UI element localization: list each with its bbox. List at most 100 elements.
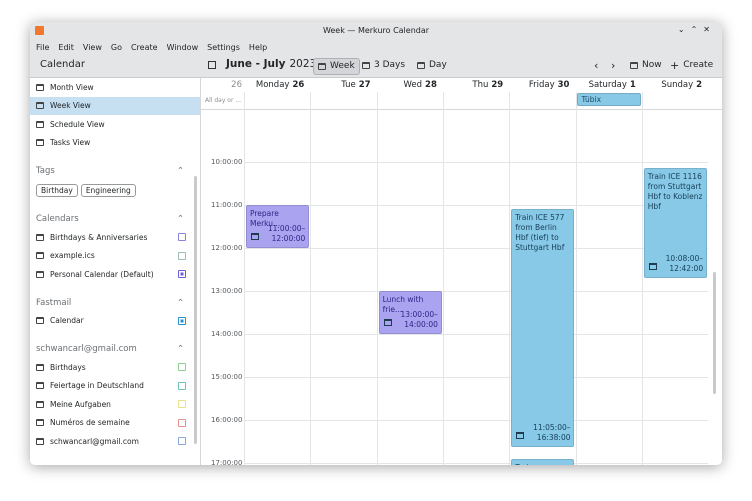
day-date: 30 <box>557 80 570 90</box>
menu-item[interactable]: Create <box>130 42 158 52</box>
view-item[interactable]: Week View <box>30 96 200 115</box>
day-name: Tue <box>341 80 356 90</box>
icon <box>36 419 44 427</box>
checkbox[interactable] <box>178 418 186 427</box>
day-divider <box>244 92 245 465</box>
next[interactable]: › <box>611 59 616 72</box>
view-item[interactable]: Schedule View <box>30 115 200 134</box>
view-button[interactable]: 3 Days <box>358 58 409 73</box>
icon <box>318 63 326 70</box>
event-icon <box>251 233 259 240</box>
calendar-item[interactable]: Numéros de semaine <box>30 414 200 433</box>
toggle-sidebar[interactable] <box>208 61 216 69</box>
menu-item[interactable]: View <box>82 42 102 52</box>
checkbox[interactable] <box>178 270 186 279</box>
view-item[interactable]: Month View <box>30 78 200 97</box>
checkbox[interactable] <box>178 233 186 242</box>
calendar-item[interactable]: Birthdays <box>30 358 200 377</box>
view-button[interactable]: Day <box>413 58 451 73</box>
previous[interactable]: ‹ <box>594 59 599 72</box>
hour-line <box>244 248 709 249</box>
title: schwancarl@gmail.com <box>36 344 137 354</box>
day-header: Wed 28 <box>377 80 437 90</box>
section-header[interactable]: schwancarl@gmail.com ⌃ <box>30 340 200 358</box>
hour-label: 16:00:00 <box>211 416 243 424</box>
view-item[interactable]: Tasks View <box>30 134 200 153</box>
all-day-label: All day or ... <box>205 97 242 104</box>
hour-line <box>244 420 709 421</box>
create-button[interactable]: + Create <box>666 58 717 73</box>
hour-label: 14:00:00 <box>211 330 243 338</box>
section-header[interactable]: Calendars ⌃ <box>30 210 200 228</box>
icon <box>36 382 44 390</box>
label: Numéros de semaine <box>50 418 130 428</box>
day-header: Tue 27 <box>310 80 370 90</box>
event-icon <box>383 319 392 326</box>
day-name: Saturday <box>588 80 627 90</box>
section-header[interactable]: Tags ⌃ <box>30 162 200 180</box>
label: Feiertage in Deutschland <box>50 381 144 391</box>
view-button[interactable]: Week <box>313 58 360 75</box>
label: Meine Aufgaben <box>50 399 111 409</box>
day-divider <box>575 92 577 465</box>
tag[interactable]: Engineering <box>80 183 136 197</box>
event[interactable]: Train ICE 577 from Berlin Hbf (tief) to … <box>511 208 575 448</box>
toolbar: Calendar June - July 2023 Week 3 Days Day ‹ › No… <box>30 55 722 78</box>
menu-bar: File Edit View Go Create Window Settings Help <box>30 39 722 55</box>
checkbox[interactable] <box>178 363 186 372</box>
section-header[interactable]: Fastmail ⌃ <box>30 294 200 312</box>
now-button[interactable]: Now <box>626 58 666 73</box>
event-icon <box>516 432 525 440</box>
checkbox[interactable] <box>178 381 186 390</box>
day-date: 1 <box>629 80 636 90</box>
menu-item[interactable]: Help <box>248 42 268 52</box>
tag[interactable]: Birthday <box>36 183 78 197</box>
checkbox[interactable] <box>178 400 186 409</box>
all-day-event[interactable]: Tübix <box>576 93 641 106</box>
event-end: 14:00:00 <box>404 320 438 329</box>
day-name: Wed <box>403 80 423 90</box>
event[interactable]: Train ICE 1116 from Stuttgart Hbf to Kob… <box>643 167 708 279</box>
day-date: 29 <box>491 80 504 90</box>
menu-item[interactable]: File <box>36 42 50 52</box>
window-controls[interactable]: ⌄⌃✕ <box>677 25 716 34</box>
label: Week View <box>50 101 91 111</box>
day-divider <box>442 92 444 465</box>
event-end: 16:38:00 <box>536 433 571 443</box>
calendar-item[interactable]: Meine Aufgaben <box>30 395 200 414</box>
event-start: 11:00:00– <box>267 224 306 233</box>
day-header: Saturday 1 <box>576 80 636 90</box>
menu-item[interactable]: Go <box>110 42 122 52</box>
icon <box>36 437 44 445</box>
hour-label: 10:00:00 <box>211 158 243 166</box>
checkbox[interactable] <box>178 437 186 446</box>
calendar-item[interactable]: Personal Calendar (Default) <box>30 265 200 284</box>
calendar-item[interactable]: Feiertage in Deutschland <box>30 377 200 396</box>
menu-item[interactable]: Settings <box>207 42 240 52</box>
calendar-item[interactable]: schwancarl@gmail.com <box>30 432 200 451</box>
calendar-item[interactable]: example.ics <box>30 247 200 266</box>
checkbox[interactable] <box>178 316 186 325</box>
event[interactable]: Lunch with frie... 13:00:00– 14:00:00 <box>378 291 442 334</box>
icon <box>630 62 638 69</box>
label: Now <box>642 60 662 70</box>
label: Schedule View <box>50 119 105 129</box>
icon: + <box>670 59 680 72</box>
label: Create <box>683 60 714 70</box>
day-header: Sunday 2 <box>642 80 702 90</box>
hour-line <box>244 377 709 378</box>
event-time: 10:08:00– 12:42:00 <box>666 254 703 274</box>
day-name: Friday <box>528 80 555 90</box>
scrollbar[interactable] <box>194 176 197 444</box>
icon <box>36 363 44 371</box>
event[interactable]: Prepare Merku... 11:00:00– 12:00:00 <box>246 205 310 248</box>
day-divider <box>310 92 312 465</box>
calendar-item[interactable]: Birthdays & Anniversaries <box>30 228 200 247</box>
menu-item[interactable]: Window <box>166 42 199 52</box>
menu-item[interactable]: Edit <box>58 42 74 52</box>
calendar-item[interactable]: Calendar <box>30 312 200 331</box>
event[interactable]: Train MEX1923...16:54:00–17:53:00 <box>511 458 575 465</box>
checkbox[interactable] <box>178 251 186 260</box>
scrollbar[interactable] <box>713 272 716 394</box>
label: example.ics <box>50 251 95 261</box>
